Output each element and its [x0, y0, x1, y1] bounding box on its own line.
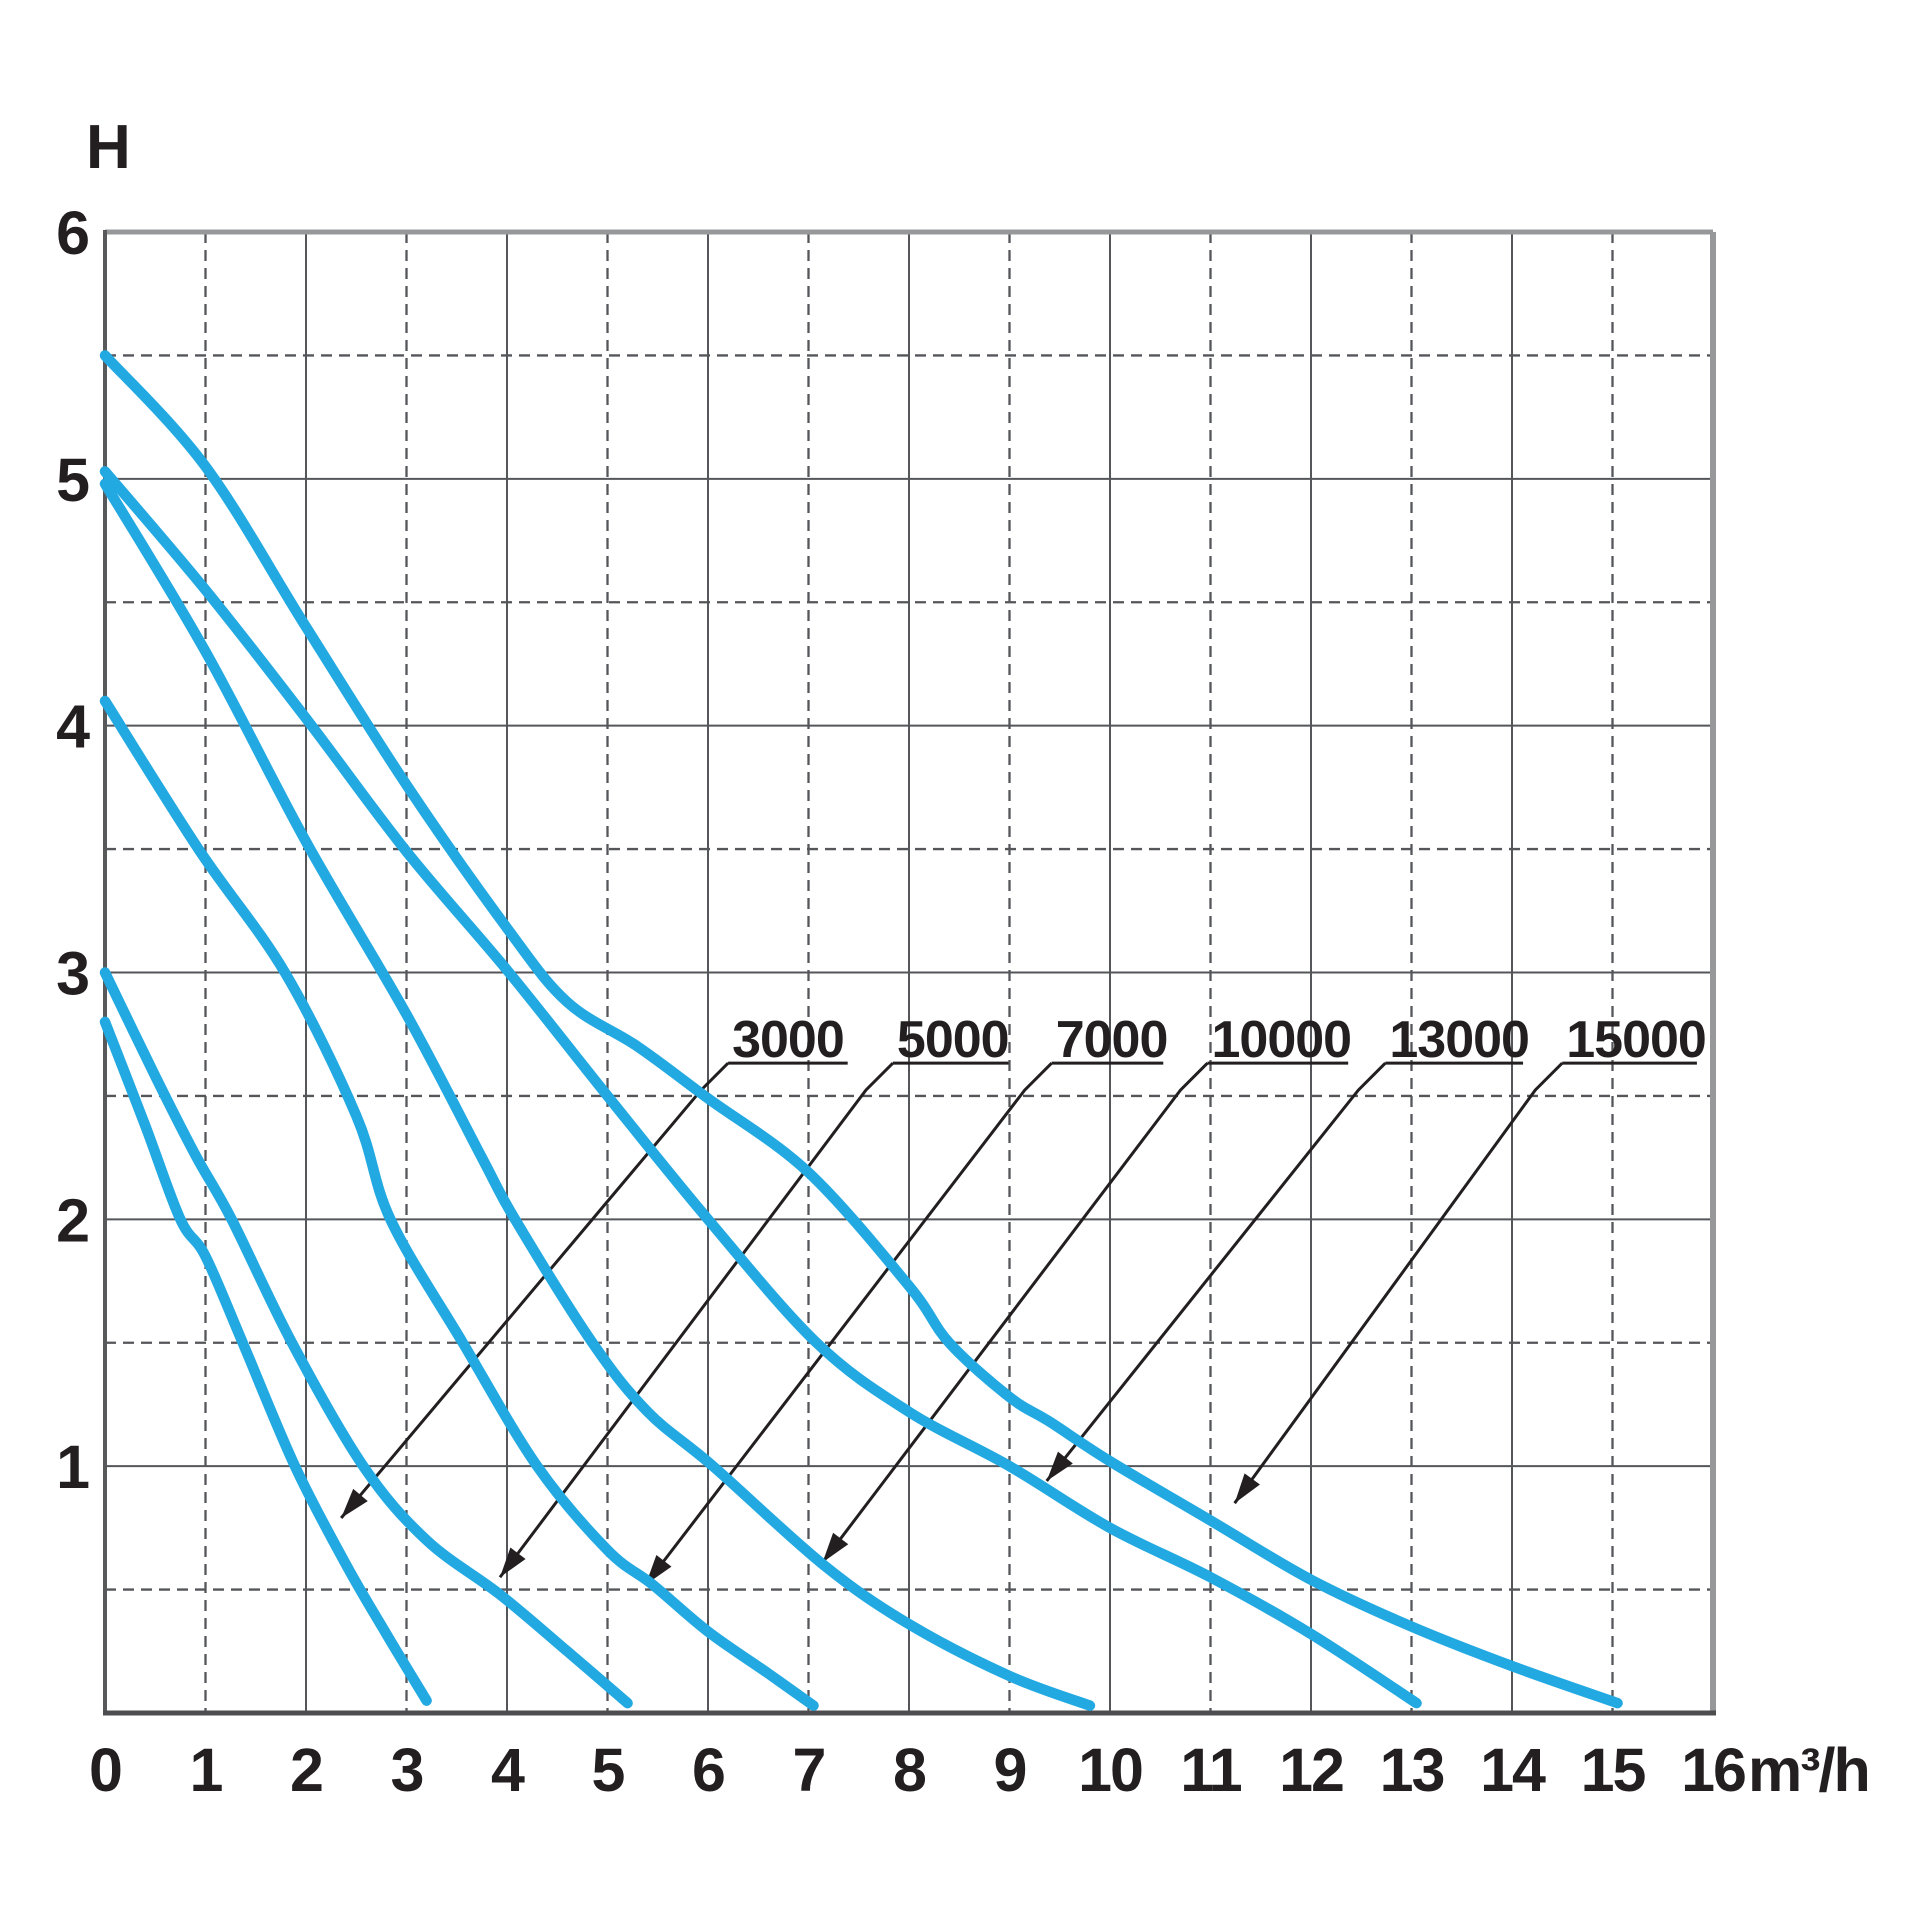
x-tick-label-0: 0 — [89, 1736, 121, 1804]
arrowhead-icon-15000 — [1234, 1473, 1260, 1504]
y-axis-title: H — [86, 113, 131, 182]
y-tick-label-2: 2 — [56, 1186, 88, 1254]
arrowhead-icon-10000 — [822, 1532, 849, 1563]
curve-label-7000: 7000 — [1056, 1011, 1168, 1069]
curve-label-13000: 13000 — [1389, 1011, 1529, 1069]
curve-3000 — [99, 1016, 432, 1706]
leader-line-13000 — [1045, 1062, 1387, 1482]
x-tick-label-15: 15 — [1581, 1736, 1646, 1804]
curve-15000 — [99, 350, 1623, 1709]
x-tick-label-12: 12 — [1279, 1736, 1343, 1804]
leader-line-10000 — [821, 1062, 1209, 1564]
x-tick-label-9: 9 — [994, 1736, 1026, 1804]
curve-label-10000: 10000 — [1211, 1011, 1351, 1069]
leader-line-7000 — [644, 1062, 1053, 1586]
x-tick-label-5: 5 — [592, 1736, 625, 1804]
x-tick-label-16: 16 — [1681, 1736, 1745, 1804]
y-tick-label-1: 1 — [56, 1433, 89, 1501]
x-tick-label-1: 1 — [190, 1736, 223, 1804]
curve-label-3000: 3000 — [732, 1011, 844, 1069]
x-tick-label-6: 6 — [692, 1736, 724, 1804]
x-tick-label-10: 10 — [1078, 1736, 1142, 1804]
arrowhead-icon-3000 — [341, 1488, 368, 1519]
curve-13000 — [99, 466, 1422, 1709]
curve-5000 — [99, 967, 633, 1709]
y-tick-label-4: 4 — [56, 693, 90, 761]
y-tick-label-3: 3 — [56, 940, 88, 1008]
x-tick-label-13: 13 — [1380, 1736, 1444, 1804]
leader-line-5000 — [498, 1062, 894, 1579]
curve-7000 — [99, 695, 819, 1711]
curve-10000 — [99, 478, 1096, 1711]
x-tick-label-8: 8 — [893, 1736, 926, 1804]
x-tick-label-14: 14 — [1480, 1736, 1546, 1804]
arrowhead-icon-7000 — [645, 1555, 672, 1585]
leader-line-15000 — [1233, 1062, 1564, 1505]
x-tick-label-11: 11 — [1180, 1736, 1242, 1804]
curve-label-5000: 5000 — [897, 1011, 1009, 1069]
y-tick-label-6: 6 — [56, 199, 88, 267]
curve-label-15000: 15000 — [1566, 1011, 1706, 1069]
x-axis-unit: m³/h — [1748, 1736, 1869, 1804]
x-tick-label-7: 7 — [793, 1736, 825, 1804]
arrowhead-icon-13000 — [1046, 1451, 1073, 1481]
arrowhead-icon-5000 — [499, 1547, 526, 1578]
x-tick-label-2: 2 — [290, 1736, 322, 1804]
x-tick-label-4: 4 — [491, 1736, 525, 1804]
x-tick-label-3: 3 — [391, 1736, 423, 1804]
leader-line-3000 — [340, 1062, 730, 1519]
y-tick-label-5: 5 — [56, 446, 89, 514]
